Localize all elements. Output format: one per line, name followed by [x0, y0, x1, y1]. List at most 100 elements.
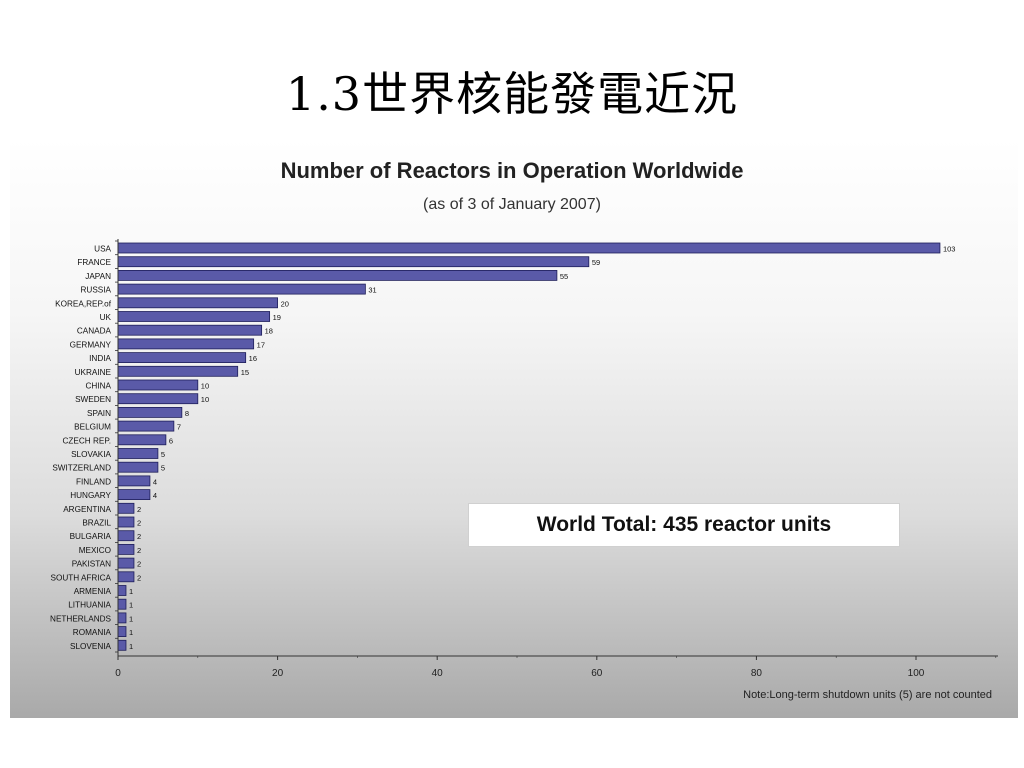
- value-label: 2: [137, 546, 141, 555]
- value-label: 1: [129, 601, 133, 610]
- bar-ukraine: [117, 365, 239, 377]
- category-label: FINLAND: [76, 477, 111, 486]
- value-label: 17: [257, 340, 265, 349]
- category-label: CHINA: [86, 382, 112, 391]
- value-label: 8: [185, 409, 189, 418]
- value-label: 2: [137, 519, 141, 528]
- value-label: 10: [201, 382, 209, 391]
- category-label: USA: [94, 245, 111, 254]
- bar-uk: [117, 311, 271, 322]
- category-label: BRAZIL: [82, 519, 111, 528]
- category-label: MEXICO: [79, 546, 111, 555]
- category-label: PAKISTAN: [72, 560, 111, 569]
- bar-argentina: [117, 502, 135, 514]
- category-labels-group: USA FRANCE JAPAN RUSSIA KOREA,REP.of UK CANADA…: [50, 245, 112, 651]
- bar-japan: [117, 269, 558, 281]
- value-label: 5: [161, 464, 165, 473]
- category-label: BULGARIA: [70, 532, 112, 541]
- category-label: LITHUANIA: [68, 601, 111, 610]
- value-labels-group: 1035955312019181716151010876554422222211…: [129, 245, 955, 651]
- category-label: INDIA: [89, 354, 111, 363]
- category-label: JAPAN: [85, 272, 111, 281]
- chart-subtitle: (as of 3 of January 2007): [423, 196, 601, 213]
- value-label: 18: [265, 327, 273, 336]
- value-label: 4: [153, 477, 157, 486]
- bar-belgium: [117, 420, 175, 432]
- category-label: GERMANY: [70, 340, 112, 349]
- value-label: 2: [137, 532, 141, 541]
- value-label: 103: [943, 245, 956, 254]
- x-tick-label: 0: [115, 668, 121, 679]
- category-label: NETHERLANDS: [50, 614, 112, 623]
- bar-brazil: [117, 516, 135, 528]
- category-label: CANADA: [77, 327, 112, 336]
- bar-hungary: [117, 489, 151, 501]
- bar-korea-rep-of: [117, 297, 279, 309]
- value-label: 1: [129, 628, 133, 637]
- chart-title: Number of Reactors in Operation Worldwid…: [280, 158, 744, 183]
- bar-lithuania: [117, 598, 127, 610]
- chart-background: [10, 138, 1018, 718]
- bar-bulgaria: [117, 530, 135, 542]
- category-label: ARGENTINA: [63, 505, 111, 514]
- category-label: BELGIUM: [74, 423, 111, 432]
- value-label: 2: [137, 573, 141, 582]
- bar-china: [117, 379, 199, 391]
- bar-czech-rep-: [117, 434, 167, 446]
- axis-group: 0 20 40 60 80 100: [115, 239, 998, 679]
- bar-russia: [117, 283, 366, 295]
- x-tick-label: 100: [908, 668, 925, 679]
- category-label: RUSSIA: [81, 286, 112, 295]
- value-label: 31: [368, 286, 376, 295]
- category-label: SLOVAKIA: [71, 450, 111, 459]
- category-label: SWITZERLAND: [52, 464, 111, 473]
- bar-finland: [117, 475, 151, 487]
- category-label: SPAIN: [87, 409, 111, 418]
- bar-india: [117, 352, 247, 364]
- value-label: 6: [169, 436, 173, 445]
- value-label: 1: [129, 587, 133, 596]
- category-label: UK: [100, 313, 112, 322]
- value-label: 5: [161, 450, 165, 459]
- value-label: 59: [592, 258, 600, 267]
- value-label: 19: [273, 313, 281, 322]
- value-label: 2: [137, 560, 141, 569]
- category-label: SWEDEN: [75, 395, 111, 404]
- x-tick-label: 80: [751, 668, 763, 679]
- bar-sweden: [117, 393, 199, 405]
- category-label: KOREA,REP.of: [55, 299, 112, 308]
- bar-germany: [117, 338, 255, 350]
- value-label: 16: [249, 354, 257, 363]
- value-label: 15: [241, 368, 249, 377]
- category-label: ROMANIA: [73, 628, 112, 637]
- category-label: ARMENIA: [74, 587, 112, 596]
- x-tick-label: 20: [272, 668, 284, 679]
- value-label: 1: [129, 642, 133, 651]
- bars-group: [117, 242, 941, 651]
- bar-south-africa: [117, 571, 135, 583]
- value-label: 7: [177, 423, 181, 432]
- value-label: 4: [153, 491, 157, 500]
- x-tick-label: 40: [432, 668, 444, 679]
- value-label: 20: [281, 299, 289, 308]
- x-tick-label: 60: [591, 668, 603, 679]
- chart-note: Note:Long-term shutdown units (5) are no…: [743, 689, 992, 701]
- category-label: UKRAINE: [75, 368, 112, 377]
- slide-title: 1.3世界核能發電近況: [285, 67, 739, 121]
- category-label: SOUTH AFRICA: [50, 573, 111, 582]
- bar-netherlands: [117, 612, 127, 624]
- bar-pakistan: [117, 557, 135, 569]
- bar-romania: [117, 626, 127, 637]
- bar-armenia: [117, 585, 127, 596]
- category-label: CZECH REP.: [62, 436, 111, 445]
- value-label: 2: [137, 505, 141, 514]
- bar-france: [117, 256, 590, 268]
- bar-spain: [117, 406, 183, 418]
- category-label: HUNGARY: [70, 491, 111, 500]
- value-label: 55: [560, 272, 568, 281]
- world-total-box: World Total: 435 reactor units: [468, 503, 900, 547]
- bar-switzerland: [117, 461, 159, 473]
- bar-mexico: [117, 544, 135, 555]
- category-label: FRANCE: [77, 258, 111, 267]
